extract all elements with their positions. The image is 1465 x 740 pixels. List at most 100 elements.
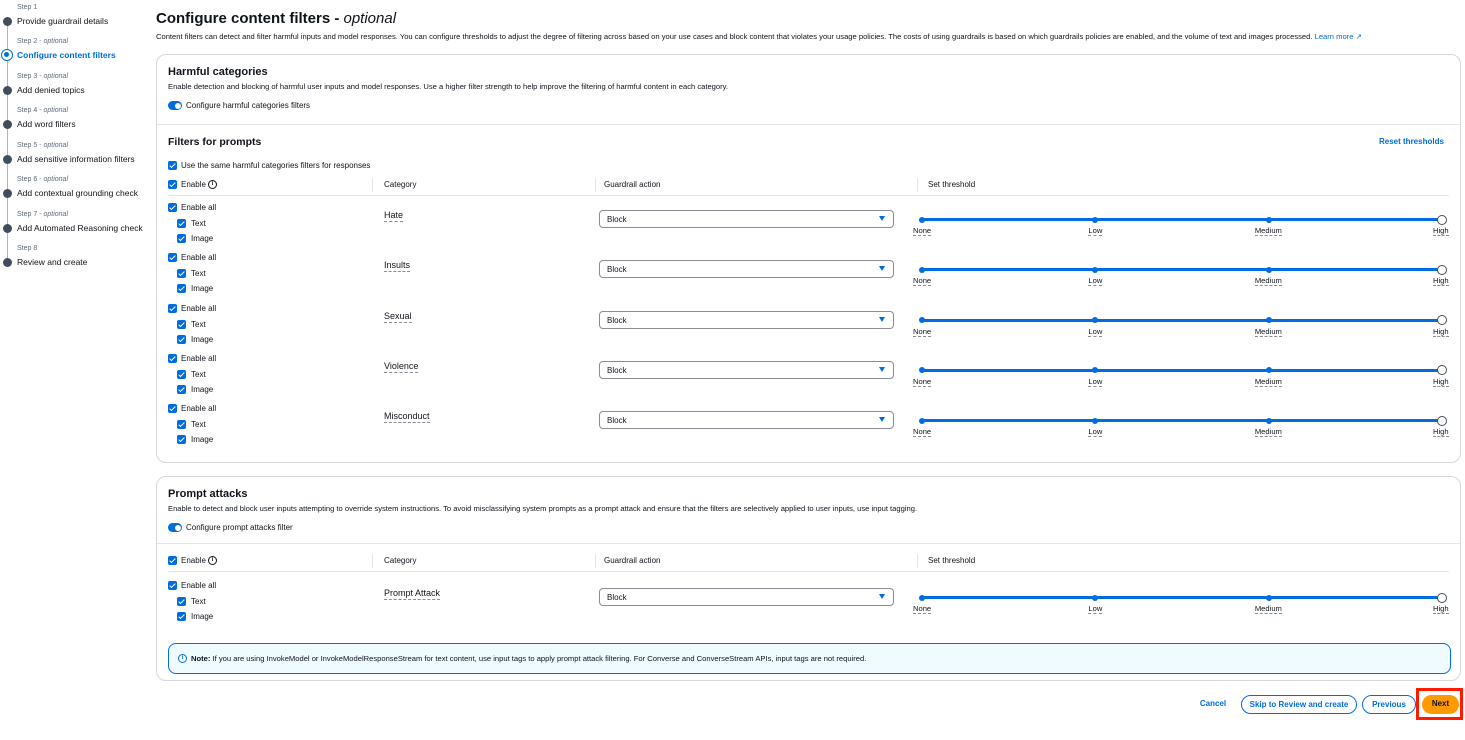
threshold-label-none: None — [913, 427, 932, 437]
text-checkbox[interactable] — [177, 269, 186, 279]
filter-row-sexual: Enable all Text Image Sexual Block None Low Med… — [157, 303, 1457, 354]
column-separator — [372, 554, 373, 568]
step-label[interactable]: Add denied topics — [17, 85, 85, 95]
learn-more-link[interactable]: Learn more — [1314, 32, 1354, 41]
threshold-slider-handle[interactable] — [1437, 415, 1447, 426]
threshold-slider-track[interactable] — [922, 419, 1442, 422]
threshold-label-high: High — [1433, 276, 1449, 287]
image-checkbox[interactable] — [177, 435, 186, 444]
image-checkbox[interactable] — [177, 384, 186, 394]
threshold-slider-track[interactable] — [922, 218, 1442, 221]
step-number: Step 1 — [17, 4, 38, 11]
caret-down-icon — [879, 316, 885, 322]
prompt-attacks-toggle[interactable] — [168, 523, 182, 532]
step-label[interactable]: Add contextual grounding check — [17, 188, 138, 198]
prompt-attacks-description: Enable to detect and block user inputs a… — [168, 504, 918, 513]
filter-row-violence: Enable all Text Image Violence Block None Low M… — [157, 353, 1457, 404]
text-label: Text — [191, 269, 206, 279]
threshold-slider-track[interactable] — [922, 268, 1442, 272]
enable-all-checkbox[interactable] — [168, 353, 177, 363]
threshold-slider-track[interactable] — [922, 596, 1442, 599]
guardrail-action-select[interactable]: Block — [599, 588, 894, 606]
enable-all-checkbox[interactable] — [168, 581, 177, 590]
text-checkbox[interactable] — [177, 219, 186, 228]
reset-thresholds-link[interactable]: Reset thresholds — [1379, 137, 1444, 146]
threshold-tick — [1092, 417, 1099, 424]
harmful-categories-toggle[interactable] — [168, 101, 182, 110]
cancel-button[interactable]: Cancel — [1199, 699, 1227, 708]
text-checkbox[interactable] — [177, 597, 186, 606]
text-checkbox[interactable] — [177, 319, 186, 329]
enable-all-header-checkbox[interactable] — [168, 556, 177, 565]
threshold-slider-handle[interactable] — [1437, 214, 1447, 225]
threshold-label-low: Low — [1088, 376, 1103, 387]
guardrail-action-select[interactable]: Block — [599, 260, 894, 279]
text-checkbox[interactable] — [177, 420, 186, 429]
column-enable: Enable — [181, 556, 206, 565]
threshold-slider-handle[interactable] — [1437, 592, 1447, 603]
threshold-label-low: Low — [1088, 276, 1103, 287]
selected-value: Block — [607, 593, 627, 602]
caret-down-icon — [879, 366, 885, 372]
threshold-tick — [1092, 594, 1099, 601]
threshold-label-medium: Medium — [1254, 604, 1282, 614]
threshold-label-low: Low — [1088, 226, 1103, 236]
enable-all-checkbox[interactable] — [168, 404, 177, 413]
same-filters-checkbox[interactable] — [168, 161, 177, 170]
skip-to-review-button[interactable]: Skip to Review and create — [1241, 695, 1357, 714]
threshold-tick — [919, 317, 925, 323]
threshold-label-none: None — [913, 226, 932, 236]
image-checkbox[interactable] — [177, 234, 186, 243]
threshold-slider-handle[interactable] — [1437, 264, 1447, 275]
step-label[interactable]: Review and create — [17, 257, 88, 267]
enable-all-label: Enable all — [181, 581, 217, 590]
text-checkbox[interactable] — [177, 369, 186, 379]
step-label[interactable]: Provide guardrail details — [17, 16, 109, 26]
enable-all-header-checkbox[interactable] — [168, 180, 177, 189]
enable-all-checkbox[interactable] — [168, 203, 177, 212]
step-label[interactable]: Add sensitive information filters — [17, 154, 135, 164]
column-separator — [917, 554, 918, 568]
info-icon[interactable]: i — [208, 556, 217, 565]
enable-all-checkbox[interactable] — [168, 253, 177, 263]
enable-all-label: Enable all — [181, 404, 217, 413]
image-label: Image — [191, 284, 214, 294]
step-label[interactable]: Add word filters — [17, 119, 76, 129]
image-checkbox[interactable] — [177, 334, 186, 344]
caret-down-icon — [879, 216, 885, 221]
image-checkbox[interactable] — [177, 284, 186, 294]
image-label: Image — [191, 384, 214, 394]
divider — [157, 543, 1460, 544]
threshold-tick — [1265, 266, 1272, 273]
threshold-slider-track[interactable] — [922, 318, 1442, 322]
threshold-label-medium: Medium — [1254, 427, 1282, 437]
guardrail-action-select[interactable]: Block — [599, 411, 894, 429]
guardrail-action-select[interactable]: Block — [599, 310, 894, 329]
image-checkbox[interactable] — [177, 612, 186, 621]
image-label: Image — [191, 612, 214, 621]
category-name: Hate — [384, 210, 404, 222]
prompt-attack-note: i Note: If you are using InvokeModel or … — [168, 643, 1451, 674]
guardrail-action-select[interactable]: Block — [599, 210, 894, 228]
info-icon[interactable]: i — [208, 180, 217, 189]
enable-all-label: Enable all — [181, 253, 217, 263]
highlight-box — [1416, 688, 1463, 720]
threshold-slider-track[interactable] — [922, 368, 1442, 372]
next-button[interactable]: Next — [1422, 695, 1459, 714]
threshold-slider-handle[interactable] — [1437, 365, 1447, 376]
previous-button[interactable]: Previous — [1362, 695, 1416, 714]
step-label[interactable]: Add Automated Reasoning check — [17, 223, 143, 233]
guardrail-action-select[interactable]: Block — [599, 360, 894, 379]
column-separator — [917, 178, 918, 192]
threshold-slider-handle[interactable] — [1437, 315, 1447, 325]
step-number: Step 5 - optional — [17, 142, 69, 149]
enable-all-label: Enable all — [181, 303, 217, 313]
selected-value: Block — [607, 265, 627, 275]
selected-value: Block — [607, 365, 627, 375]
threshold-label-none: None — [913, 326, 932, 337]
threshold-label-low: Low — [1088, 326, 1103, 337]
step-label[interactable]: Configure content filters — [17, 50, 116, 60]
harmful-categories-toggle-label: Configure harmful categories filters — [186, 101, 311, 110]
prompt-attacks-toggle-label: Configure prompt attacks filter — [186, 523, 293, 532]
enable-all-checkbox[interactable] — [168, 303, 177, 313]
